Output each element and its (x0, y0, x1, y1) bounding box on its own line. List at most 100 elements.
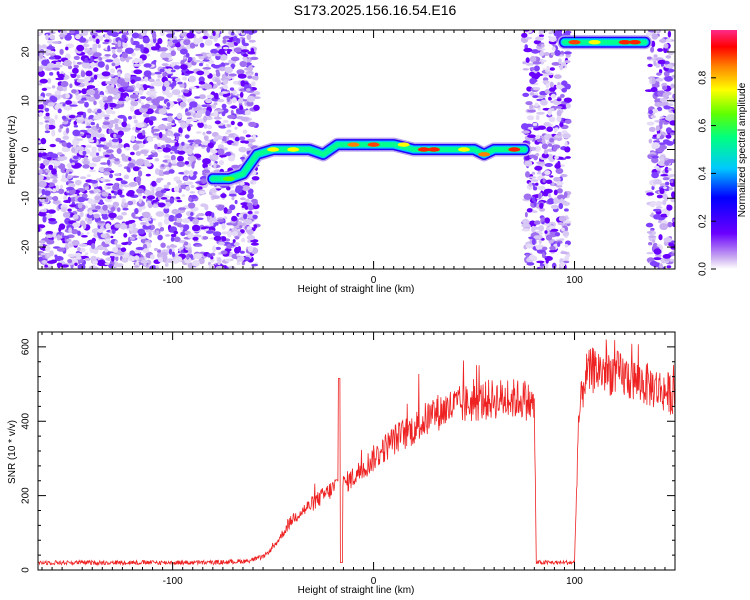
heatmap-noise-cell (543, 122, 551, 127)
heatmap-noise-cell (157, 124, 167, 131)
heatmap-noise-cell (72, 129, 81, 137)
heatmap-noise-cell (663, 43, 669, 49)
heatmap-noise-cell (564, 83, 571, 90)
heatmap-noise-cell (86, 174, 91, 178)
colorbar-tick-label: 0.2 (698, 214, 709, 228)
heatmap-noise-cell (528, 182, 533, 187)
heatmap-noise-cell (84, 57, 88, 61)
heatmap-noise-cell (666, 265, 672, 269)
heatmap-noise-cell (544, 217, 550, 224)
heatmap-noise-cell (38, 169, 43, 175)
heatmap-noise-cell (521, 32, 528, 38)
heatmap-noise-cell (78, 37, 87, 43)
heatmap-noise-cell (109, 253, 116, 257)
heatmap-noise-cell (538, 192, 542, 200)
heatmap-noise-cell (152, 204, 159, 208)
heatmap-noise-cell (195, 244, 203, 247)
heatmap-noise-cell (102, 204, 108, 211)
heatmap-noise-cell (166, 102, 171, 108)
heatmap-noise-cell (177, 98, 182, 102)
heatmap-noise-cell (231, 142, 237, 146)
heatmap-noise-cell (652, 262, 661, 268)
heatmap-noise-cell (112, 89, 118, 96)
heatmap-noise-cell (101, 124, 108, 129)
heatmap-noise-cell (223, 84, 228, 90)
heatmap-noise-cell (231, 196, 235, 201)
heatmap-noise-cell (126, 228, 134, 231)
spectrogram-xtick-label: -100 (163, 275, 183, 286)
heatmap-noise-cell (154, 152, 158, 158)
heatmap-noise-cell (83, 60, 91, 63)
heatmap-noise-cell (186, 254, 190, 260)
heatmap-noise-cell (231, 215, 238, 222)
heatmap-noise-cell (140, 259, 149, 264)
heatmap-noise-cell (110, 206, 116, 212)
heatmap-noise-cell (86, 232, 90, 235)
heatmap-noise-cell (246, 234, 255, 241)
heatmap-noise-cell (198, 76, 205, 83)
heatmap-noise-cell (65, 243, 74, 248)
heatmap-noise-cell (163, 206, 170, 209)
heatmap-noise-cell (548, 249, 558, 253)
heatmap-noise-cell (142, 211, 151, 218)
heatmap-noise-cell (529, 146, 537, 151)
heatmap-noise-cell (89, 77, 95, 83)
heatmap-noise-cell (205, 63, 209, 67)
heatmap-noise-cell (73, 55, 80, 61)
heatmap-noise-cell (129, 94, 139, 99)
heatmap-noise-cell (111, 49, 116, 54)
heatmap-noise-cell (96, 123, 100, 129)
heatmap-noise-cell (189, 118, 198, 122)
heatmap-noise-cell (38, 112, 43, 117)
heatmap-noise-cell (163, 80, 170, 88)
heatmap-noise-cell (174, 78, 181, 82)
heatmap-noise-cell (542, 246, 548, 251)
heatmap-noise-cell (538, 34, 545, 37)
heatmap-noise-cell (564, 146, 571, 153)
heatmap-noise-cell (154, 158, 160, 162)
heatmap-noise-cell (564, 244, 569, 248)
heatmap-noise-cell (174, 256, 183, 263)
heatmap-noise-cell (68, 115, 76, 119)
heatmap-noise-cell (671, 218, 675, 223)
heatmap-noise-cell (71, 228, 79, 235)
heatmap-noise-cell (72, 222, 81, 228)
heatmap-noise-cell (50, 176, 59, 179)
heatmap-noise-cell (536, 260, 545, 264)
heatmap-noise-cell (148, 116, 157, 121)
heatmap-noise-cell (165, 258, 175, 264)
heatmap-noise-cell (127, 241, 132, 246)
heatmap-noise-cell (195, 181, 203, 184)
heatmap-noise-cell (534, 79, 538, 83)
heatmap-noise-cell (75, 94, 82, 101)
heatmap-noise-cell (241, 261, 245, 266)
heatmap-noise-cell (234, 199, 238, 205)
heatmap-noise-cell (211, 212, 215, 218)
heatmap-noise-cell (180, 227, 184, 231)
heatmap-noise-cell (99, 199, 104, 206)
heatmap-noise-cell (652, 108, 659, 114)
heatmap-noise-cell (112, 246, 119, 253)
heatmap-noise-cell (201, 69, 210, 76)
heatmap-noise-cell (659, 97, 668, 103)
heatmap-noise-cell (654, 102, 663, 107)
heatmap-noise-cell (239, 105, 244, 111)
heatmap-noise-cell (151, 128, 155, 134)
heatmap-noise-cell (542, 80, 550, 84)
heatmap-noise-cell (665, 38, 672, 43)
heatmap-noise-cell (90, 55, 93, 63)
heatmap-noise-cell (45, 112, 50, 117)
heatmap-noise-cell (176, 180, 183, 184)
heatmap-noise-cell (198, 94, 206, 100)
heatmap-noise-cell (194, 139, 202, 145)
heatmap-noise-cell (562, 230, 570, 237)
heatmap-noise-cell (670, 83, 675, 89)
heatmap-noise-cell (662, 254, 671, 259)
heatmap-noise-cell (151, 98, 161, 105)
heatmap-noise-cell (241, 38, 246, 46)
colorbar-label: Normalized spectral amplitude (737, 82, 748, 217)
heatmap-noise-cell (549, 245, 556, 251)
heatmap-noise-cell (58, 33, 66, 38)
heatmap-noise-cell (250, 242, 259, 246)
heatmap-noise-cell (129, 250, 135, 256)
